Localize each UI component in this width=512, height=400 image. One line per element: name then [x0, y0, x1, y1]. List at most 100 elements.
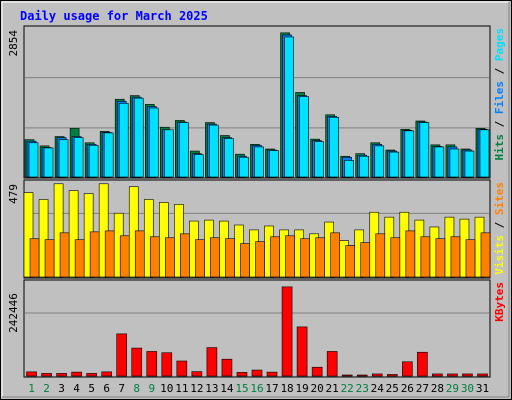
bar-kbytes-day-5: [86, 373, 97, 377]
x-tick-label: 18: [280, 382, 293, 395]
panel-visits_sites: 479 Visits / Sites: [7, 179, 506, 279]
bar-sites-day-30: [465, 239, 476, 278]
bar-pages-day-19: [299, 96, 309, 178]
x-tick-label: 16: [250, 382, 263, 395]
legend-entry: Visits: [493, 235, 506, 275]
x-tick-label: 2: [43, 382, 50, 395]
bar-pages-day-6: [103, 132, 114, 178]
legend-entry: Sites: [493, 182, 506, 215]
svg-text:Hits / Files / Pages: Hits / Files / Pages: [493, 28, 506, 161]
x-tick-label: 20: [311, 382, 324, 395]
bar-pages-day-12: [194, 154, 204, 178]
bar-pages-day-22: [344, 160, 354, 178]
legend-entry: Files: [493, 81, 506, 114]
x-tick-label: 1: [28, 382, 35, 395]
x-tick-label: 31: [476, 382, 489, 395]
bar-kbytes-day-21: [326, 351, 338, 377]
bar-kbytes-day-23: [356, 374, 368, 377]
bar-sites-day-20: [315, 237, 325, 278]
bar-pages-day-25: [389, 151, 400, 178]
bar-sites-day-13: [210, 237, 220, 278]
bar-kbytes-day-16: [251, 369, 263, 377]
x-tick-label: 30: [461, 382, 474, 395]
bar-sites-day-8: [134, 230, 145, 278]
bar-pages-day-23: [359, 155, 370, 178]
bar-pages-day-14: [224, 138, 234, 178]
bar-visits-day-3: [53, 183, 64, 278]
bar-pages-day-7: [118, 103, 129, 178]
bar-sites-day-19: [300, 238, 310, 278]
bar-sites-day-3: [59, 232, 70, 278]
bar-kbytes-day-27: [417, 351, 428, 377]
bar-sites-day-2: [44, 239, 55, 278]
bar-sites-day-12: [195, 239, 205, 278]
x-tick-label: 22: [341, 382, 354, 395]
bar-pages-day-28: [434, 146, 445, 178]
panel-hits_files_pages: 2854 Hits / Files / Pages: [7, 25, 506, 179]
bar-kbytes-day-1: [26, 371, 37, 377]
bar-kbytes-day-26: [402, 361, 413, 377]
bar-pages-day-8: [133, 97, 144, 178]
legend-entry: /: [493, 61, 506, 81]
legend-entry: Pages: [493, 28, 506, 61]
bar-kbytes-day-19: [296, 326, 308, 377]
bar-kbytes-day-25: [386, 374, 398, 377]
bar-kbytes-day-9: [146, 351, 158, 377]
x-tick-label: 28: [431, 382, 444, 395]
bar-kbytes-day-28: [432, 373, 443, 377]
x-tick-label: 11: [175, 382, 188, 395]
x-tick-label: 24: [371, 382, 385, 395]
bar-kbytes-day-13: [206, 347, 218, 377]
bar-kbytes-day-15: [236, 372, 248, 377]
legend-hits_files_pages: Hits / Files / Pages: [493, 28, 506, 161]
bar-sites-day-10: [165, 237, 175, 278]
bar-kbytes-day-14: [221, 358, 233, 377]
x-tick-label: 23: [356, 382, 369, 395]
x-tick-label: 6: [103, 382, 110, 395]
bar-pages-day-30: [464, 150, 475, 178]
legend-entry: /: [493, 215, 506, 235]
bar-sites-day-4: [74, 239, 85, 278]
x-tick-label: 19: [295, 382, 308, 395]
x-tick-label: 27: [416, 382, 429, 395]
bar-pages-day-29: [449, 148, 460, 178]
bar-sites-day-28: [435, 238, 446, 278]
panel-background: [23, 279, 491, 378]
legend-entry: /: [493, 114, 506, 134]
bar-pages-day-21: [329, 117, 339, 178]
bar-pages-day-20: [314, 141, 324, 178]
bar-kbytes-day-24: [371, 373, 383, 377]
bar-pages-day-31: [479, 129, 490, 178]
bar-kbytes-day-2: [41, 373, 52, 377]
x-tick-label: 21: [326, 382, 339, 395]
bar-sites-day-17: [270, 236, 280, 278]
x-tick-label: 13: [205, 382, 218, 395]
bar-pages-day-24: [374, 145, 385, 178]
x-tick-label: 8: [133, 382, 140, 395]
bar-kbytes-day-3: [56, 373, 67, 377]
bar-sites-day-22: [345, 245, 355, 278]
x-tick-label: 17: [265, 382, 278, 395]
bar-kbytes-day-8: [131, 347, 143, 377]
legend-kbytes: KBytes: [493, 282, 506, 322]
bar-pages-day-17: [269, 150, 279, 178]
bar-visits-day-2: [38, 199, 49, 278]
x-tick-label: 7: [118, 382, 125, 395]
bar-pages-day-15: [239, 156, 249, 178]
x-tick-label: 12: [190, 382, 203, 395]
bar-sites-day-15: [240, 243, 250, 278]
bar-kbytes-day-22: [341, 374, 353, 377]
bar-kbytes-day-29: [447, 373, 458, 377]
bar-kbytes-day-30: [462, 373, 473, 377]
bar-pages-day-5: [88, 145, 99, 178]
x-tick-label: 14: [220, 382, 234, 395]
bar-kbytes-day-10: [161, 352, 173, 377]
bar-sites-day-5: [89, 231, 100, 278]
bar-sites-day-7: [119, 235, 130, 278]
bar-pages-day-1: [28, 142, 39, 178]
bar-sites-day-25: [390, 237, 401, 278]
bar-kbytes-day-18: [281, 286, 293, 377]
bar-pages-day-27: [419, 122, 430, 178]
legend-entry: Hits: [493, 134, 506, 161]
bar-kbytes-day-7: [116, 333, 128, 377]
